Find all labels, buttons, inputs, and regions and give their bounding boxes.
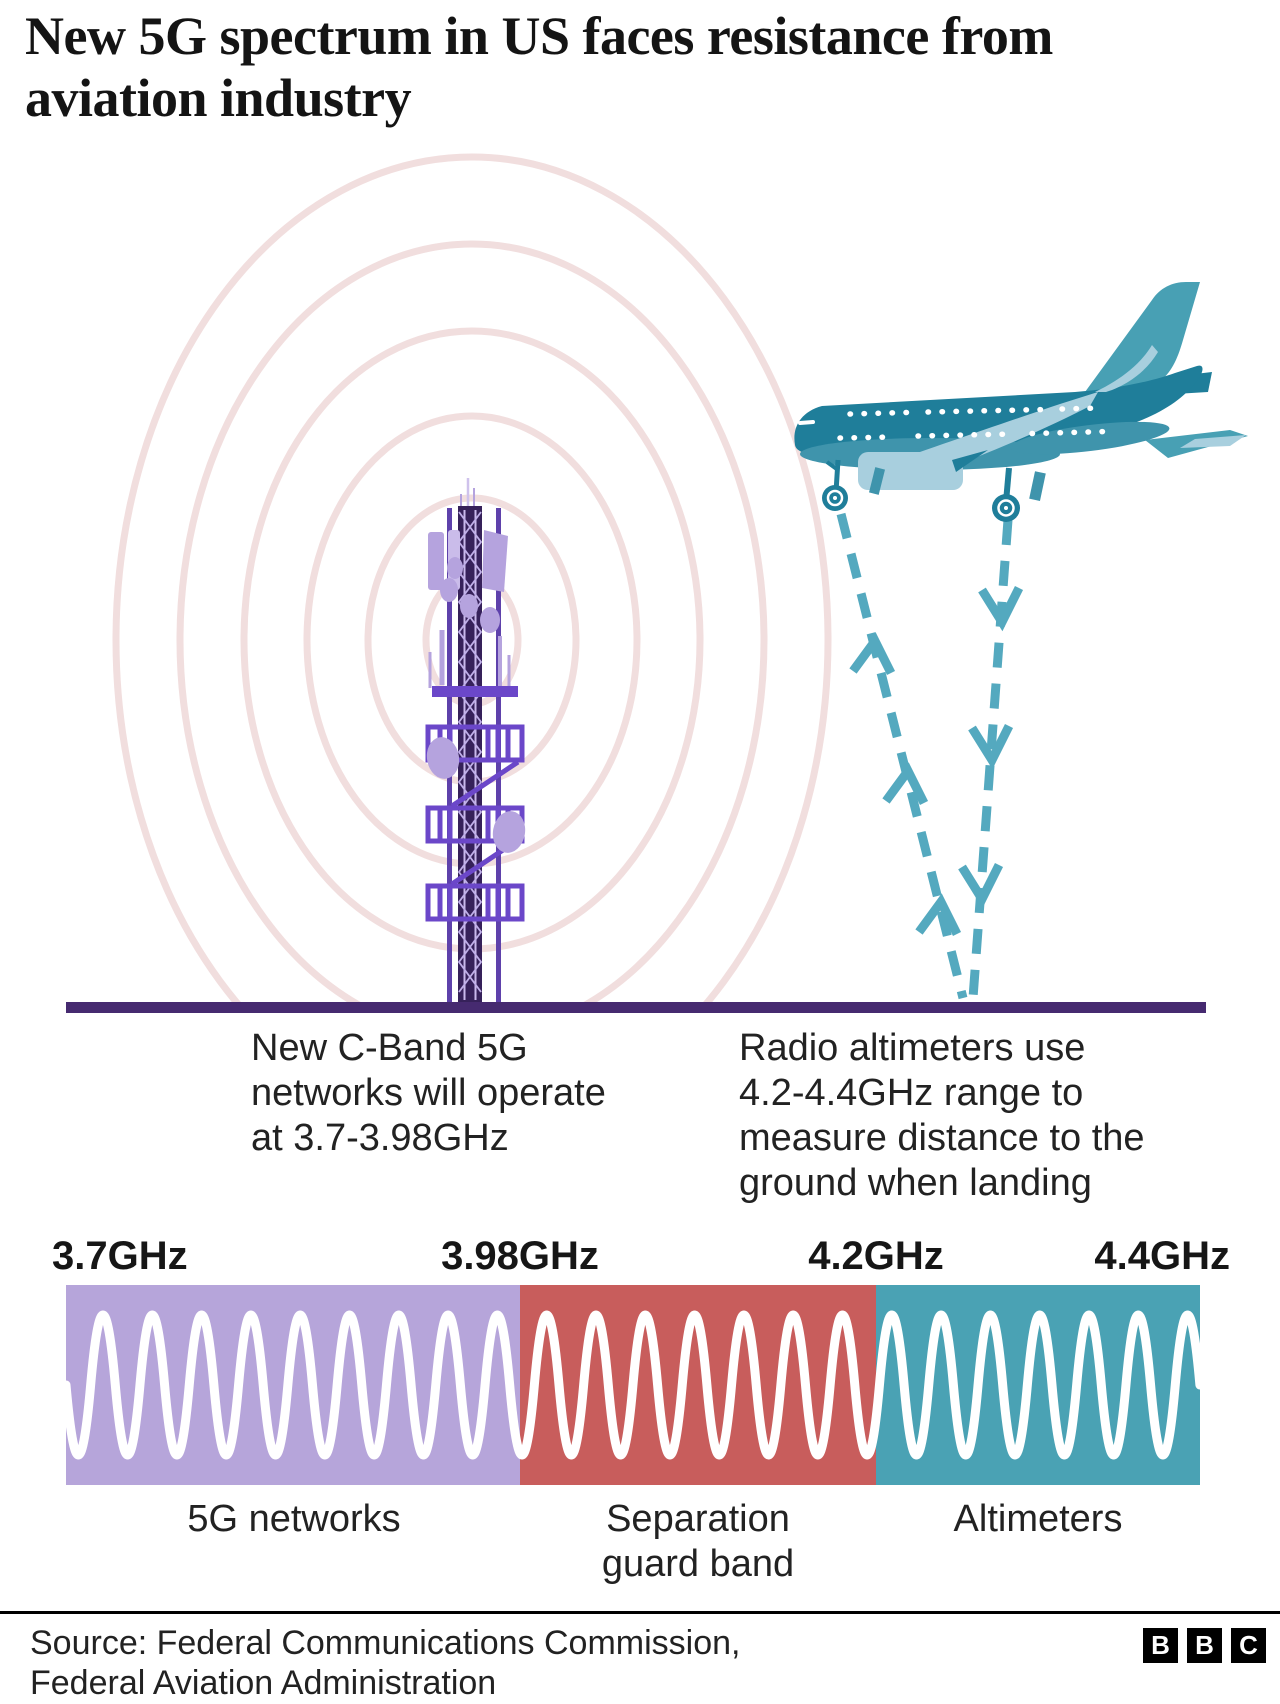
bbc-logo-letter: B bbox=[1187, 1628, 1222, 1663]
band-label-altimeters: Altimeters bbox=[953, 1498, 1123, 1540]
tower-caption-line: networks will operate bbox=[251, 1072, 606, 1114]
tick-3-7ghz: 3.7GHz bbox=[52, 1234, 188, 1278]
altimeter-caption-line: ground when landing bbox=[739, 1162, 1092, 1204]
ground-line bbox=[66, 1002, 1206, 1013]
tower-caption-line: at 3.7-3.98GHz bbox=[251, 1117, 509, 1159]
altimeter-signal-icons bbox=[836, 512, 1024, 1000]
footer-divider bbox=[0, 1611, 1280, 1614]
up-arrow-icon bbox=[849, 632, 962, 937]
cell-tower-icon bbox=[425, 478, 526, 1002]
spectrum-band-strip bbox=[66, 1285, 1200, 1485]
altimeter-caption: Radio altimeters use 4.2-4.4GHz range to… bbox=[739, 1026, 1199, 1206]
source-text: Source: Federal Communications Commissio… bbox=[30, 1624, 741, 1702]
tick-3-98ghz: 3.98GHz bbox=[441, 1234, 599, 1278]
tower-caption-line: New C-Band 5G bbox=[251, 1027, 528, 1069]
down-arrow-icon bbox=[958, 585, 1024, 909]
tick-4-2ghz: 4.2GHz bbox=[808, 1234, 944, 1278]
altimeter-caption-line: measure distance to the bbox=[739, 1117, 1145, 1159]
band-label-guard-band: Separation guard band bbox=[601, 1498, 795, 1585]
bbc-logo-letter: B bbox=[1143, 1628, 1178, 1663]
bbc-logo-letter: C bbox=[1231, 1628, 1266, 1663]
airplane-icon bbox=[794, 282, 1248, 522]
page-title: New 5G spectrum in US faces resistance f… bbox=[25, 6, 1053, 128]
band-label-5g-networks: 5G networks bbox=[187, 1498, 401, 1540]
landing-gear-icon bbox=[822, 459, 1046, 522]
bbc-logo: B B C bbox=[1143, 1628, 1266, 1663]
illustration-scene bbox=[0, 153, 1280, 1020]
altimeter-caption-line: Radio altimeters use bbox=[739, 1027, 1086, 1069]
altimeter-signal-up bbox=[836, 512, 968, 1000]
sine-wave-icon bbox=[66, 1310, 1200, 1460]
tower-caption: New C-Band 5G networks will operate at 3… bbox=[251, 1026, 711, 1161]
tick-4-4ghz: 4.4GHz bbox=[1094, 1234, 1230, 1278]
altimeter-caption-line: 4.2-4.4GHz range to bbox=[739, 1072, 1084, 1114]
